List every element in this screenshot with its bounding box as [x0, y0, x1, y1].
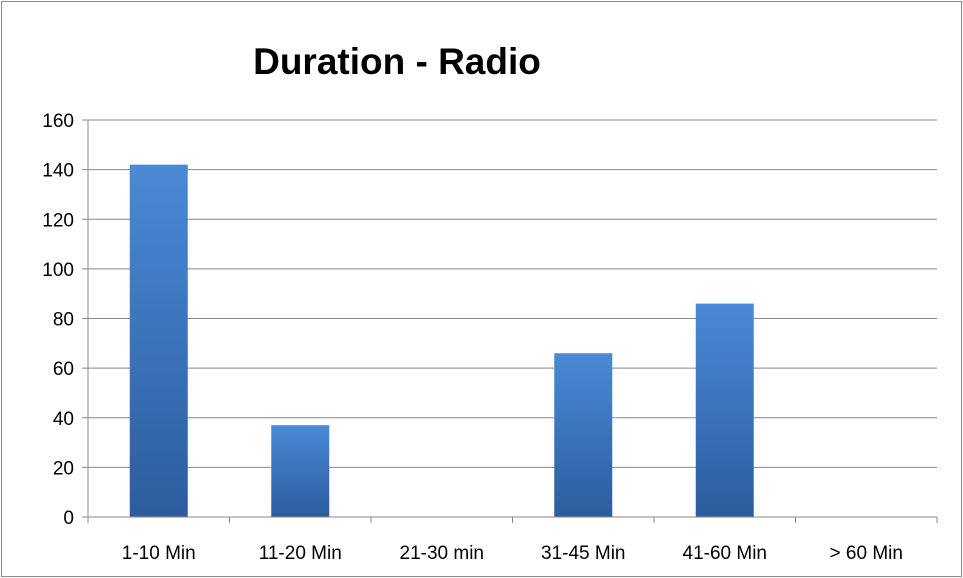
y-tick-label: 120 [42, 210, 74, 231]
gridlines [82, 119, 937, 518]
x-tick-label: 1-10 Min [122, 543, 196, 564]
y-tick-label: 140 [42, 161, 74, 182]
y-tick-label: 160 [42, 111, 74, 132]
x-tick-label: 31-45 Min [541, 543, 626, 564]
y-tick-label: 100 [42, 260, 74, 281]
bar [271, 425, 330, 517]
bar [695, 303, 754, 517]
y-tick-label: 40 [53, 409, 74, 430]
y-tick-label: 20 [53, 458, 74, 479]
y-tick-label: 0 [63, 508, 74, 529]
y-tick-labels: 0 20 40 60 80 100 120 140 160 [42, 111, 74, 529]
x-tick-label: > 60 Min [830, 543, 903, 564]
bar [129, 164, 188, 517]
y-tick-label: 80 [53, 310, 74, 331]
y-tick-label: 60 [53, 359, 74, 380]
x-tick-label: 11-20 Min [259, 543, 342, 564]
bar [554, 353, 613, 517]
chart-title: Duration - Radio [253, 41, 541, 82]
bars [129, 164, 754, 517]
x-tick-label: 41-60 Min [683, 543, 768, 564]
axes [87, 120, 938, 523]
x-tick-label: 21-30 min [400, 543, 485, 564]
x-tick-labels: 1-10 Min 11-20 Min 21-30 min 31-45 Min 41-60… [122, 543, 903, 564]
